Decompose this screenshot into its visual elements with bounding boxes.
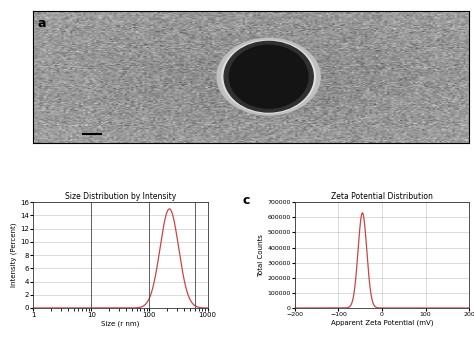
Ellipse shape [224,41,313,112]
Text: c: c [243,194,250,207]
Y-axis label: Total Counts: Total Counts [258,234,264,276]
Text: a: a [37,17,46,30]
X-axis label: Apparent Zeta Potential (mV): Apparent Zeta Potential (mV) [331,320,433,326]
Y-axis label: Intensity (Percent): Intensity (Percent) [11,223,17,287]
Ellipse shape [217,38,320,115]
Title: Size Distribution by Intensity: Size Distribution by Intensity [65,193,176,201]
Ellipse shape [229,45,308,108]
Ellipse shape [222,40,315,113]
Title: Zeta Potential Distribution: Zeta Potential Distribution [331,193,433,201]
X-axis label: Size (r nm): Size (r nm) [101,321,139,327]
